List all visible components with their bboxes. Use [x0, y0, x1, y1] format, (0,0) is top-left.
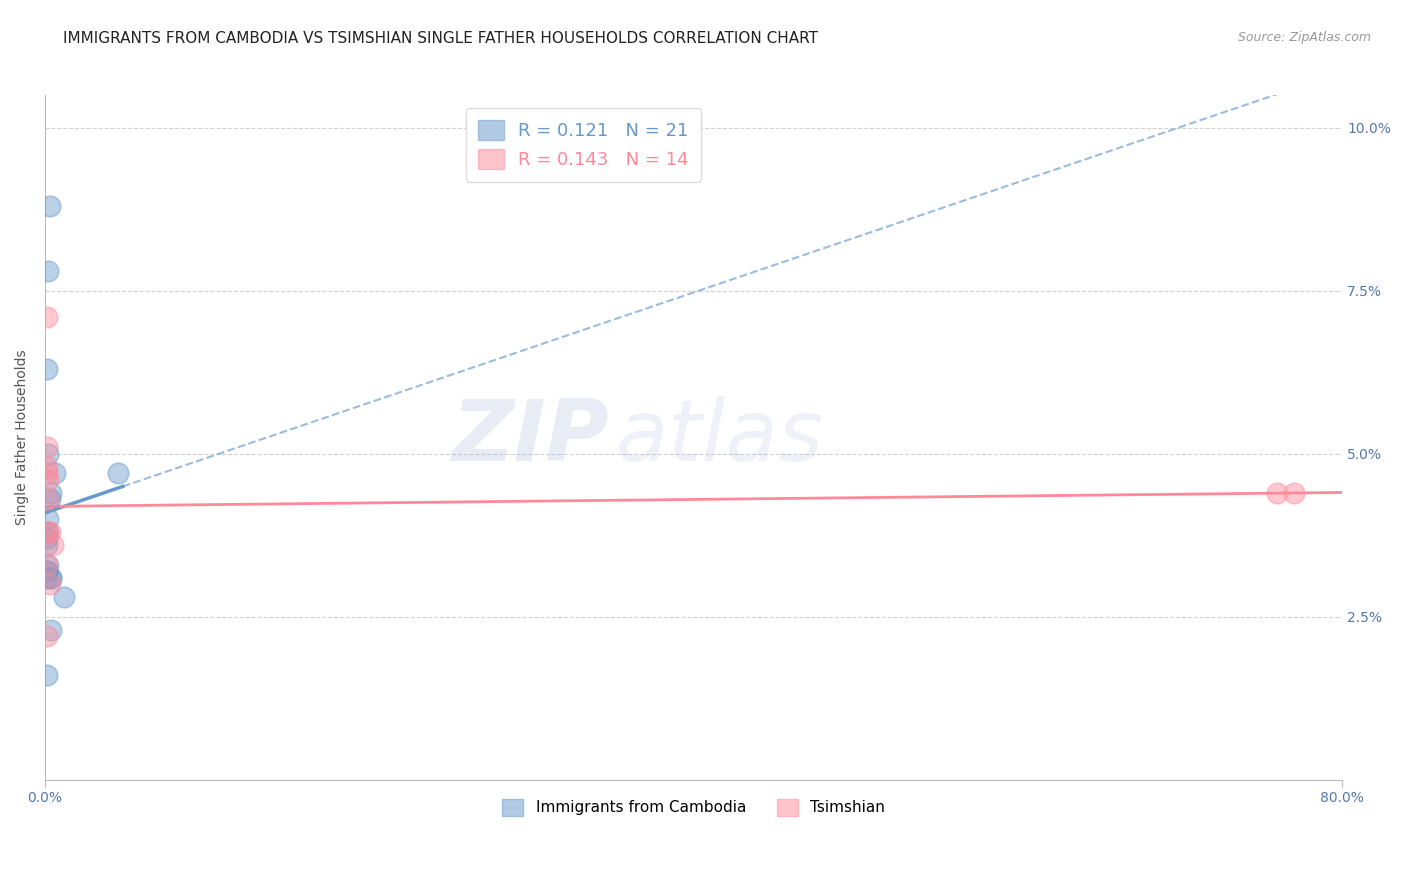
Point: [41, 570, 63, 584]
Point: [107, 467, 129, 481]
Point: [35, 564, 58, 578]
Point: [35, 532, 58, 546]
Point: [35, 459, 58, 474]
Point: [35, 668, 58, 682]
Point: [35, 629, 58, 643]
Point: [35, 538, 58, 552]
Point: [35, 558, 58, 572]
Point: [38, 524, 60, 539]
Text: ZIP: ZIP: [451, 396, 609, 479]
Y-axis label: Single Father Households: Single Father Households: [15, 350, 30, 525]
Point: [53, 590, 76, 604]
Point: [41, 486, 63, 500]
Point: [38, 577, 60, 591]
Point: [37, 524, 59, 539]
Point: [37, 264, 59, 278]
Point: [1282, 486, 1305, 500]
Point: [37, 473, 59, 487]
Legend: Immigrants from Cambodia, Tsimshian: Immigrants from Cambodia, Tsimshian: [495, 791, 893, 823]
Point: [1267, 486, 1289, 500]
Point: [38, 492, 60, 507]
Point: [35, 310, 58, 324]
Point: [35, 440, 58, 454]
Point: [35, 362, 58, 376]
Point: [37, 447, 59, 461]
Point: [35, 570, 58, 584]
Point: [35, 564, 58, 578]
Text: IMMIGRANTS FROM CAMBODIA VS TSIMSHIAN SINGLE FATHER HOUSEHOLDS CORRELATION CHART: IMMIGRANTS FROM CAMBODIA VS TSIMSHIAN SI…: [63, 31, 818, 46]
Point: [41, 570, 63, 584]
Point: [37, 512, 59, 526]
Point: [37, 558, 59, 572]
Point: [38, 199, 60, 213]
Point: [35, 467, 58, 481]
Point: [35, 524, 58, 539]
Point: [42, 538, 65, 552]
Point: [44, 467, 66, 481]
Point: [41, 623, 63, 637]
Text: Source: ZipAtlas.com: Source: ZipAtlas.com: [1237, 31, 1371, 45]
Point: [37, 492, 59, 507]
Text: atlas: atlas: [616, 396, 824, 479]
